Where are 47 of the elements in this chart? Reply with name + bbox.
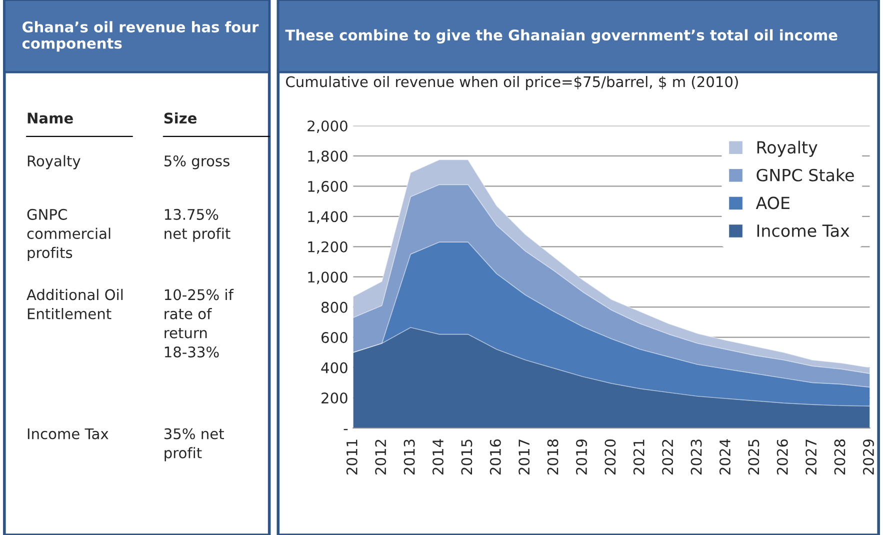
- x-tick-label: 2020: [604, 439, 616, 474]
- text: Ghana’s oil revenue has four components: [22, 21, 259, 52]
- text: 5% gross: [164, 155, 230, 170]
- legend-label: AOE: [756, 196, 790, 210]
- y-tick-label: 1,200: [308, 241, 348, 254]
- x-tick-label: 2016: [490, 439, 501, 474]
- x-tick-label: 2014: [432, 439, 444, 474]
- x-tick-label: 2011: [346, 440, 358, 474]
- text: GNPC commercial profits: [27, 208, 110, 261]
- legend-label: Income Tax: [757, 224, 850, 238]
- y-tick-label: 600: [322, 332, 348, 344]
- x-tick-label: 2019: [576, 439, 588, 474]
- y-tick-label: 400: [321, 362, 348, 374]
- y-tick-label: 1,600: [308, 180, 348, 194]
- text: 10-25% if rate of return 18-33%: [164, 288, 234, 358]
- x-tick-label: 2012: [375, 440, 386, 474]
- chart-subtitle: Cumulative oil revenue when oil price=$75/barrel, $ m (2010): [286, 76, 738, 90]
- y-tick-label: 200: [322, 392, 348, 404]
- chart-title: These combine to give the Ghanaian government’s total oil income: [285, 29, 838, 44]
- x-tick-label: 2018: [547, 439, 558, 474]
- x-tick-label: 2015: [461, 440, 472, 474]
- y-tick-label: 2,000: [308, 120, 348, 133]
- text: Name: [28, 112, 73, 124]
- text: Income Tax: [28, 428, 108, 440]
- x-tick-label: 2023: [690, 440, 702, 474]
- x-tick-label: 2029: [862, 439, 874, 474]
- legend-label: GNPC Stake: [756, 168, 854, 182]
- x-tick-label: 2013: [404, 440, 415, 474]
- x-tick-label: 2025: [748, 440, 760, 474]
- text: 13.75% net profit: [164, 208, 230, 242]
- x-tick-label: 2021: [633, 440, 644, 474]
- y-tick-label: 1,000: [308, 272, 348, 284]
- x-tick-label: 2017: [518, 440, 530, 474]
- x-tick-label: 2022: [662, 440, 674, 474]
- y-tick-label: -: [344, 428, 348, 430]
- text: Royalty: [28, 155, 80, 170]
- x-tick-label: 2024: [719, 439, 730, 474]
- legend-label: Royalty: [757, 140, 818, 157]
- y-tick-label: 1,800: [308, 150, 348, 164]
- x-tick-label: 2026: [776, 439, 788, 474]
- y-tick-label: 800: [321, 302, 348, 313]
- y-tick-label: 1,400: [308, 211, 348, 224]
- text: Size: [164, 112, 197, 124]
- text: Additional Oil Entitlement: [26, 288, 123, 320]
- x-tick-label: 2028: [834, 439, 846, 474]
- text: 35% net profit: [164, 428, 224, 462]
- x-tick-label: 2027: [806, 440, 817, 474]
